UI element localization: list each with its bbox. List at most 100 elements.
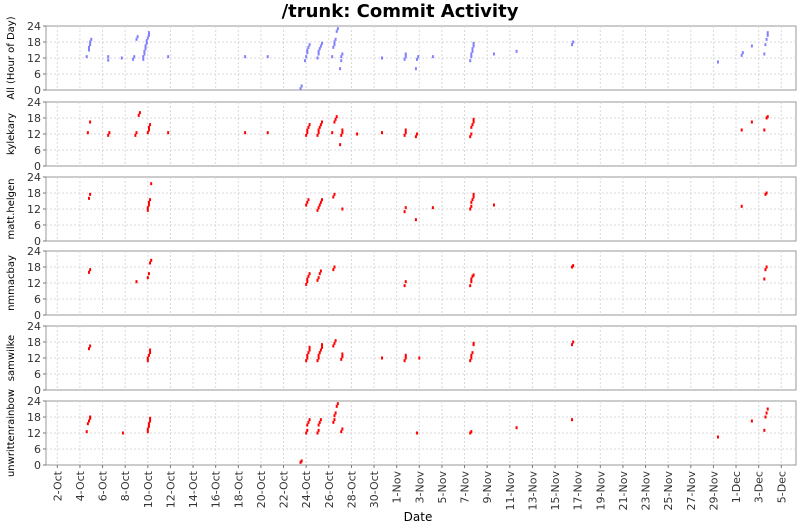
y-tick-label: 0 xyxy=(34,384,41,397)
data-point xyxy=(404,356,407,360)
x-tick-label: 25-Nov xyxy=(662,471,675,511)
data-point xyxy=(317,356,320,360)
data-point xyxy=(85,55,88,59)
data-point xyxy=(472,44,475,48)
x-tick-label: 5-Dec xyxy=(775,471,788,503)
data-point xyxy=(146,359,149,363)
data-point xyxy=(469,359,472,363)
data-point xyxy=(740,204,743,208)
data-point xyxy=(147,128,150,132)
data-point xyxy=(472,195,475,199)
data-point xyxy=(572,340,575,344)
data-point xyxy=(308,418,311,422)
data-point xyxy=(318,47,321,51)
data-point xyxy=(404,206,407,210)
data-point xyxy=(308,345,311,349)
data-point xyxy=(339,67,342,71)
data-point xyxy=(89,344,92,348)
data-point xyxy=(321,345,324,349)
data-point xyxy=(107,133,110,137)
data-point xyxy=(335,29,338,33)
data-point xyxy=(89,192,92,196)
data-point xyxy=(135,37,138,41)
data-point xyxy=(470,280,473,284)
data-point xyxy=(308,348,311,352)
data-point xyxy=(305,282,308,286)
data-point xyxy=(416,431,419,435)
data-point xyxy=(135,131,138,135)
data-point xyxy=(470,132,473,136)
data-point xyxy=(89,415,92,419)
data-point xyxy=(472,120,475,124)
y-tick-label: 18 xyxy=(27,187,41,200)
data-point xyxy=(469,431,472,435)
data-point xyxy=(299,460,302,464)
data-point xyxy=(414,135,417,139)
x-tick-label: 27-Nov xyxy=(685,471,698,511)
data-point xyxy=(750,419,753,423)
y-tick-label: 12 xyxy=(27,427,41,440)
data-point xyxy=(306,51,309,55)
data-point xyxy=(333,120,336,124)
data-point xyxy=(472,273,475,277)
data-point xyxy=(431,55,434,59)
x-tick-label: 9-Nov xyxy=(481,471,494,504)
data-point xyxy=(89,268,92,272)
data-point xyxy=(147,272,150,276)
data-point xyxy=(145,41,148,45)
data-point xyxy=(331,131,334,135)
data-point xyxy=(763,128,766,132)
data-point xyxy=(469,59,472,63)
data-point xyxy=(740,128,743,132)
data-point xyxy=(319,269,322,273)
data-point xyxy=(85,430,88,434)
panel-nmmacbay: 0 6 12 18 24 nmmacbay xyxy=(6,245,797,322)
data-point xyxy=(317,49,320,53)
data-point xyxy=(144,44,147,48)
data-point xyxy=(89,120,92,124)
data-point xyxy=(763,277,766,281)
data-point xyxy=(150,182,153,186)
y-tick-label: 18 xyxy=(27,112,41,125)
data-point xyxy=(142,55,145,59)
data-point xyxy=(244,131,247,135)
data-point xyxy=(146,276,149,280)
data-point xyxy=(138,111,141,115)
data-point xyxy=(316,431,319,435)
data-point xyxy=(571,265,574,269)
data-point xyxy=(766,407,769,411)
data-point xyxy=(470,52,473,56)
data-point xyxy=(333,192,336,196)
data-point xyxy=(471,123,474,127)
data-point xyxy=(470,356,473,360)
data-point xyxy=(571,43,574,47)
x-tick-label: 5-Nov xyxy=(436,471,449,504)
y-tick-label: 0 xyxy=(34,309,41,322)
data-point xyxy=(380,131,383,135)
data-point xyxy=(470,430,473,434)
y-tick-label: 24 xyxy=(27,96,41,109)
data-point xyxy=(87,270,90,274)
y-tick-label: 24 xyxy=(27,20,41,33)
data-point xyxy=(469,284,472,288)
data-point xyxy=(404,55,407,59)
x-tick-label: 18-Oct xyxy=(232,470,245,508)
y-tick-label: 24 xyxy=(27,320,41,333)
data-point xyxy=(146,206,149,210)
data-point xyxy=(765,191,768,195)
data-point xyxy=(765,116,768,120)
y-tick-label: 6 xyxy=(34,219,41,232)
data-point xyxy=(316,359,319,363)
panel-kylekary: 0 6 12 18 24 kylekary xyxy=(6,96,797,173)
data-point xyxy=(740,53,743,57)
data-point xyxy=(321,41,324,45)
data-point xyxy=(318,351,321,355)
data-point xyxy=(133,55,136,59)
data-point xyxy=(317,428,320,432)
y-axis-title: nmmacbay xyxy=(6,255,17,311)
data-point xyxy=(307,274,310,278)
data-point xyxy=(416,132,419,136)
data-point xyxy=(470,55,473,59)
data-point xyxy=(571,418,574,422)
data-point xyxy=(135,280,138,284)
